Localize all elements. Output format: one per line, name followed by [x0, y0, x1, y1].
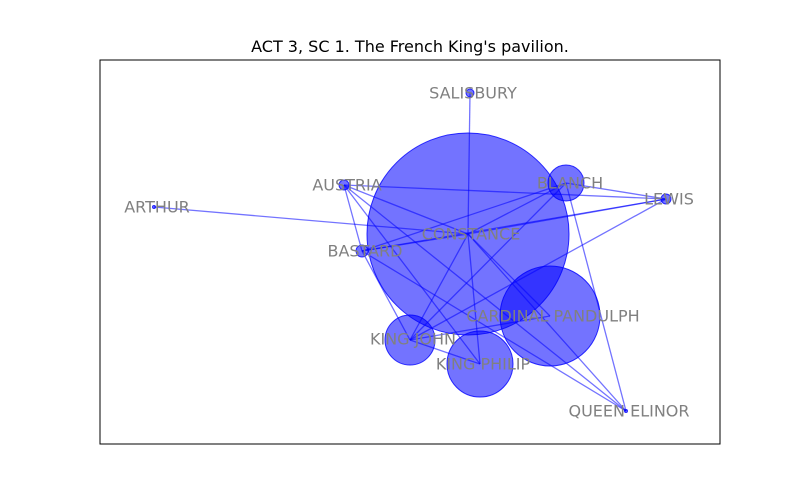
- node-label-austria: AUSTRIA: [312, 176, 381, 195]
- node-label-arthur: ARTHUR: [124, 198, 190, 217]
- node-label-bastard: BASTARD: [328, 242, 403, 261]
- node-label-blanch: BLANCH: [537, 174, 603, 193]
- node-label-king_john: KING JOHN: [370, 330, 456, 349]
- node-blanch: [547, 164, 585, 202]
- node-queen_elinor: [624, 409, 628, 413]
- node-austria: [338, 179, 350, 191]
- node-label-cardinal_pandulph: CARDINAL PANDULPH: [466, 307, 639, 326]
- node-label-king_philip: KING PHILIP: [436, 355, 531, 374]
- node-lewis: [660, 193, 672, 205]
- node-label-salisbury: SALISBURY: [429, 84, 517, 103]
- node-salisbury: [465, 88, 475, 98]
- node-arthur: [152, 205, 156, 209]
- node-cardinal_pandulph: [499, 265, 601, 367]
- plot-frame: [99, 59, 721, 445]
- node-king_philip: [446, 330, 514, 398]
- node-layer: [152, 88, 672, 413]
- node-bastard: [355, 244, 369, 258]
- graph-title: ACT 3, SC 1. The French King's pavilion.: [251, 37, 569, 56]
- node-label-constance: CONSTANCE: [422, 225, 521, 244]
- node-label-lewis: LEWIS: [644, 190, 694, 209]
- node-king_john: [384, 314, 436, 366]
- label-layer: CONSTANCE CARDINAL PANDULPH KING PHILIP KIN…: [124, 84, 694, 421]
- edge-austria-bastard: [343, 184, 363, 252]
- node-label-queen_elinor: QUEEN ELINOR: [569, 402, 690, 421]
